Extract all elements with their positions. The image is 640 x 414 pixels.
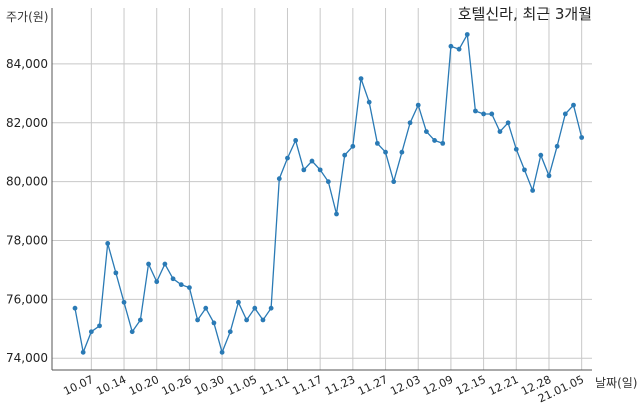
data-point	[170, 276, 176, 282]
data-point	[260, 317, 266, 323]
data-point	[571, 102, 576, 108]
y-tick-label: 82,000	[6, 116, 48, 130]
price-series-line	[74, 32, 583, 355]
data-point	[562, 111, 568, 117]
data-point	[366, 99, 372, 105]
x-axis-label: 날짜(일)	[595, 376, 638, 390]
data-point	[358, 76, 364, 82]
data-point	[554, 143, 560, 149]
data-point	[285, 155, 290, 161]
data-point	[301, 167, 307, 173]
data-point	[325, 179, 331, 185]
data-point	[113, 270, 119, 276]
data-point	[162, 261, 168, 267]
data-point	[203, 305, 209, 311]
chart-title: 호텔신라, 최근 3개월	[457, 5, 592, 23]
data-point	[121, 299, 127, 305]
data-point	[448, 43, 454, 49]
data-point	[497, 129, 503, 135]
x-tick-label: 12.03	[388, 373, 422, 398]
x-tick-label: 11.27	[356, 373, 390, 398]
data-point	[456, 46, 462, 52]
data-point	[80, 349, 86, 355]
data-point	[513, 146, 519, 152]
data-point	[88, 329, 94, 335]
data-point	[374, 140, 380, 146]
x-tick-label: 11.17	[290, 373, 324, 398]
x-tick-label: 11.05	[225, 373, 259, 398]
data-point	[391, 179, 397, 185]
x-tick-label: 10.07	[62, 373, 96, 398]
x-tick-label: 10.26	[160, 373, 194, 398]
data-point	[440, 140, 446, 146]
data-point	[72, 305, 78, 311]
data-point	[293, 138, 299, 143]
data-point	[538, 152, 544, 158]
data-point	[342, 152, 348, 158]
data-point	[505, 120, 511, 126]
data-point	[195, 317, 200, 323]
data-point	[334, 211, 339, 217]
x-tick-label: 11.23	[323, 373, 357, 398]
data-point	[473, 108, 478, 114]
x-tick-label: 10.14	[94, 373, 128, 398]
data-point	[489, 111, 495, 117]
y-tick-label: 84,000	[6, 57, 48, 71]
y-tick-label: 80,000	[6, 175, 48, 189]
data-point	[236, 299, 241, 305]
data-point	[137, 317, 143, 323]
y-axis-label: 주가(원)	[6, 10, 49, 24]
x-tick-label: 11.11	[258, 373, 292, 398]
data-point	[146, 261, 151, 267]
data-point	[383, 149, 388, 155]
data-point	[432, 138, 437, 143]
data-point	[97, 323, 102, 329]
data-point	[244, 317, 250, 323]
data-point	[522, 167, 527, 173]
x-tick-label: 10.20	[127, 373, 161, 398]
y-tick-label: 74,000	[6, 351, 48, 365]
x-tick-label: 12.21	[487, 373, 521, 398]
data-point	[227, 329, 233, 335]
x-tick-label: 12.09	[421, 373, 455, 398]
data-point	[276, 176, 282, 182]
data-point	[399, 149, 405, 155]
x-tick-label: 10.30	[192, 373, 226, 398]
data-point	[407, 120, 413, 126]
data-point	[219, 349, 225, 355]
data-point	[546, 173, 552, 179]
data-point	[309, 158, 315, 164]
data-point	[415, 102, 421, 108]
x-tick-label: 12.15	[454, 373, 488, 398]
data-point	[530, 188, 536, 193]
y-tick-label: 76,000	[6, 292, 48, 306]
data-point	[268, 305, 274, 311]
data-point	[154, 279, 160, 285]
data-point	[129, 329, 135, 335]
data-point	[350, 143, 356, 149]
data-point	[579, 135, 585, 140]
data-point	[211, 320, 217, 326]
data-point	[423, 129, 429, 135]
data-point	[105, 241, 111, 246]
data-point	[178, 282, 184, 288]
data-point	[317, 167, 323, 173]
data-point	[481, 111, 486, 117]
y-tick-label: 78,000	[6, 234, 48, 248]
data-point	[252, 305, 258, 311]
data-point	[464, 32, 470, 37]
data-point	[187, 285, 192, 290]
